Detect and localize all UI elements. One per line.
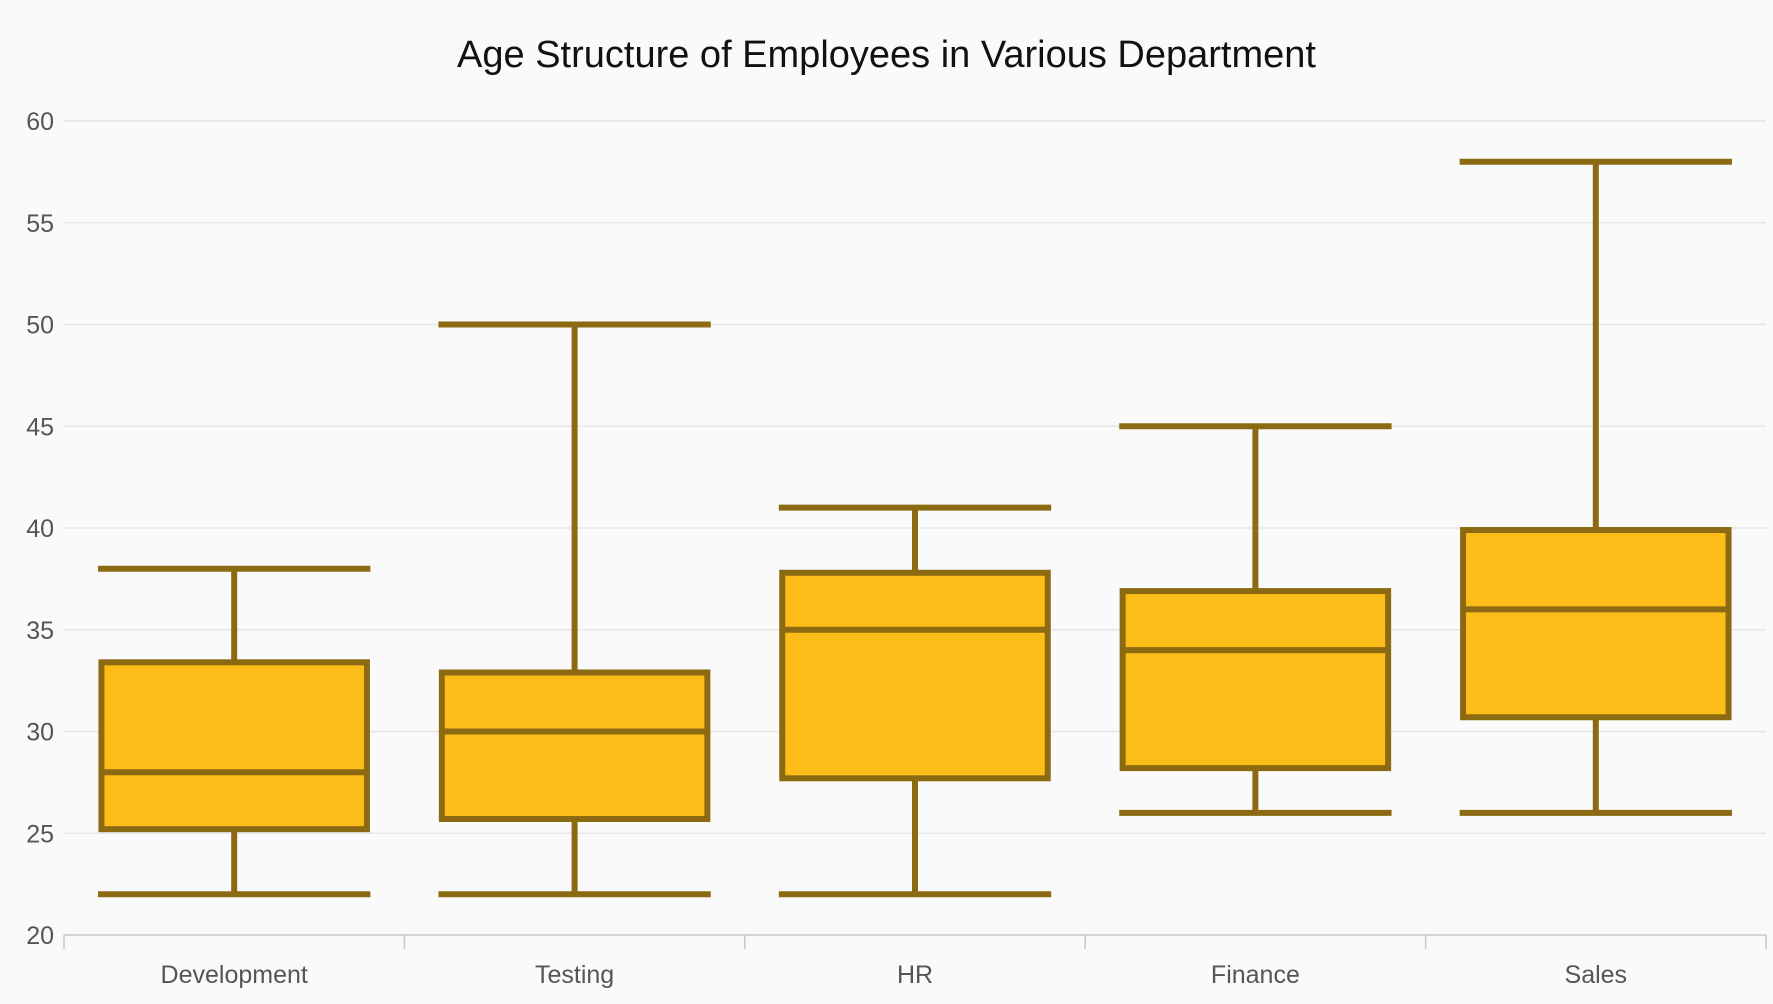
x-tick-label: HR [897, 961, 933, 989]
y-tick-label: 30 [26, 719, 54, 747]
box-hr [778, 504, 1052, 898]
box-development [98, 565, 371, 898]
x-axis [63, 934, 1767, 949]
x-tick-labels: Development Testing HR Finance Sales [161, 961, 1628, 989]
y-tick-label: 60 [26, 108, 54, 136]
y-tick-label: 20 [26, 922, 54, 950]
chart-title: Age Structure of Employees in Various De… [457, 34, 1316, 76]
box-testing [438, 321, 711, 898]
box-sales [1459, 158, 1732, 816]
y-tick-label: 45 [26, 413, 54, 441]
y-axis: 20 25 30 35 40 45 50 55 60 [26, 108, 54, 950]
box-finance [1119, 423, 1392, 816]
iqr-box [438, 669, 711, 823]
iqr-box [779, 569, 1051, 782]
iqr-box [98, 659, 370, 833]
iqr-box [1119, 588, 1392, 772]
y-tick-label: 50 [26, 312, 54, 340]
x-tick-label: Development [161, 961, 308, 989]
y-tick-label: 35 [26, 617, 54, 645]
x-tick-label: Sales [1565, 961, 1628, 989]
boxes [98, 158, 1732, 898]
iqr-box [1460, 527, 1732, 721]
y-tick-label: 25 [26, 820, 54, 848]
y-tick-label: 40 [26, 515, 54, 543]
x-tick-label: Testing [535, 961, 614, 989]
x-tick-label: Finance [1211, 961, 1300, 989]
y-tick-label: 55 [26, 210, 54, 238]
